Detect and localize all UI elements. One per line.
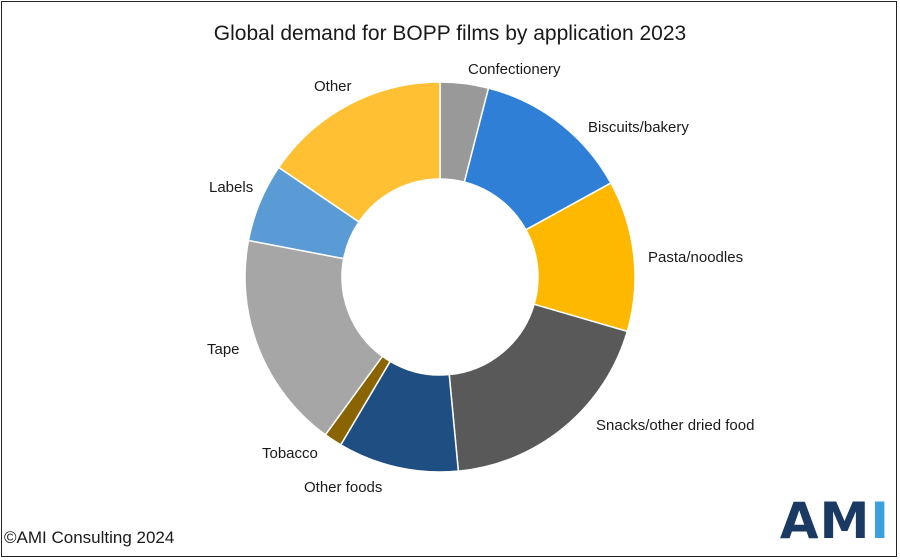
- label-pasta-noodles: Pasta/noodles: [648, 249, 743, 266]
- label-other-foods: Other foods: [304, 479, 382, 496]
- label-snacks-other-dried-food: Snacks/other dried food: [596, 417, 754, 434]
- label-confectionery: Confectionery: [468, 61, 561, 78]
- label-other: Other: [314, 78, 352, 95]
- donut-slices: [244, 81, 636, 473]
- slice-tape: [244, 239, 384, 436]
- chart-title: Global demand for BOPP films by applicat…: [213, 22, 687, 45]
- logo-letter-m: M: [819, 492, 871, 550]
- logo-letter-a: A: [779, 492, 820, 550]
- label-tape: Tape: [207, 341, 240, 358]
- logo-letter-i: I: [870, 492, 890, 550]
- label-biscuits-bakery: Biscuits/bakery: [588, 119, 689, 136]
- slice-snacks-other-dried-food: [448, 303, 629, 472]
- slice-other: [277, 81, 441, 223]
- ami-logo: AMI: [780, 496, 890, 546]
- label-labels: Labels: [209, 179, 253, 196]
- label-tobacco: Tobacco: [262, 445, 318, 462]
- copyright-text: ©AMI Consulting 2024: [4, 528, 175, 547]
- slice-labels: Confectionery Biscuits/bakery Pasta/noodle…: [207, 61, 754, 496]
